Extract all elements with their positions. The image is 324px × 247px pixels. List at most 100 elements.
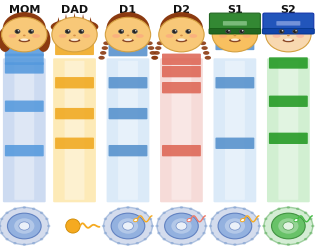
Circle shape xyxy=(135,30,136,31)
Circle shape xyxy=(157,207,206,245)
Ellipse shape xyxy=(0,28,12,52)
FancyBboxPatch shape xyxy=(64,61,85,200)
Ellipse shape xyxy=(157,41,163,45)
FancyBboxPatch shape xyxy=(109,77,147,88)
Circle shape xyxy=(211,232,214,234)
Circle shape xyxy=(109,238,112,241)
Circle shape xyxy=(144,238,147,241)
Circle shape xyxy=(218,213,252,239)
Circle shape xyxy=(45,232,49,234)
Circle shape xyxy=(5,211,9,214)
Circle shape xyxy=(104,207,152,245)
FancyBboxPatch shape xyxy=(3,58,46,202)
Circle shape xyxy=(13,207,17,210)
Circle shape xyxy=(157,218,161,220)
Circle shape xyxy=(293,30,297,33)
FancyBboxPatch shape xyxy=(223,21,247,26)
Circle shape xyxy=(171,218,191,234)
Circle shape xyxy=(106,12,150,45)
Circle shape xyxy=(189,242,192,245)
Circle shape xyxy=(133,30,137,33)
Circle shape xyxy=(233,206,237,209)
Circle shape xyxy=(304,238,307,241)
Circle shape xyxy=(7,213,41,239)
FancyBboxPatch shape xyxy=(5,62,44,74)
FancyBboxPatch shape xyxy=(55,138,94,149)
FancyBboxPatch shape xyxy=(210,13,260,34)
Circle shape xyxy=(104,218,107,220)
FancyBboxPatch shape xyxy=(276,21,300,26)
Circle shape xyxy=(117,207,120,210)
Ellipse shape xyxy=(187,219,191,222)
Ellipse shape xyxy=(205,56,211,60)
Circle shape xyxy=(157,232,161,234)
Ellipse shape xyxy=(151,56,157,60)
Circle shape xyxy=(151,225,154,227)
Circle shape xyxy=(197,211,201,214)
Ellipse shape xyxy=(136,34,144,38)
Text: DAD: DAD xyxy=(61,5,88,15)
FancyBboxPatch shape xyxy=(107,58,149,202)
Ellipse shape xyxy=(71,39,78,41)
Circle shape xyxy=(295,30,297,31)
Ellipse shape xyxy=(20,39,28,41)
FancyBboxPatch shape xyxy=(5,54,44,65)
FancyBboxPatch shape xyxy=(55,108,94,119)
Circle shape xyxy=(52,17,97,52)
FancyBboxPatch shape xyxy=(162,82,201,93)
Ellipse shape xyxy=(82,34,90,38)
Circle shape xyxy=(243,207,246,210)
Circle shape xyxy=(160,12,203,45)
FancyBboxPatch shape xyxy=(171,61,191,200)
Circle shape xyxy=(256,232,259,234)
Polygon shape xyxy=(80,14,86,29)
Ellipse shape xyxy=(32,34,40,38)
Ellipse shape xyxy=(102,46,108,50)
Circle shape xyxy=(287,243,290,246)
Ellipse shape xyxy=(294,219,298,222)
Circle shape xyxy=(264,218,268,220)
Circle shape xyxy=(121,30,123,31)
Circle shape xyxy=(119,30,123,33)
Ellipse shape xyxy=(59,34,67,38)
Circle shape xyxy=(188,30,190,31)
Circle shape xyxy=(243,242,246,245)
Circle shape xyxy=(283,222,294,230)
Ellipse shape xyxy=(65,30,70,33)
Circle shape xyxy=(102,225,105,227)
Circle shape xyxy=(296,207,299,210)
Ellipse shape xyxy=(127,35,129,36)
FancyBboxPatch shape xyxy=(215,39,254,50)
Circle shape xyxy=(15,30,20,33)
Circle shape xyxy=(40,211,43,214)
Ellipse shape xyxy=(37,28,51,52)
Circle shape xyxy=(111,213,145,239)
FancyBboxPatch shape xyxy=(162,145,201,156)
Circle shape xyxy=(250,211,254,214)
Ellipse shape xyxy=(189,34,197,38)
Ellipse shape xyxy=(219,34,227,38)
Polygon shape xyxy=(64,14,69,29)
Ellipse shape xyxy=(243,34,251,38)
FancyBboxPatch shape xyxy=(269,57,308,69)
FancyBboxPatch shape xyxy=(55,77,94,88)
Ellipse shape xyxy=(98,56,105,60)
Circle shape xyxy=(226,30,230,33)
Circle shape xyxy=(180,206,183,209)
Ellipse shape xyxy=(231,39,239,41)
Ellipse shape xyxy=(293,30,298,33)
Ellipse shape xyxy=(284,39,292,41)
Ellipse shape xyxy=(23,35,26,36)
FancyBboxPatch shape xyxy=(109,108,147,119)
Ellipse shape xyxy=(8,34,17,38)
FancyBboxPatch shape xyxy=(109,145,147,156)
Circle shape xyxy=(32,242,35,245)
Circle shape xyxy=(180,243,183,246)
Polygon shape xyxy=(88,17,93,29)
Circle shape xyxy=(233,243,237,246)
Ellipse shape xyxy=(119,30,124,33)
Circle shape xyxy=(14,218,34,234)
Ellipse shape xyxy=(234,35,236,36)
Circle shape xyxy=(79,30,84,33)
Ellipse shape xyxy=(287,35,290,36)
